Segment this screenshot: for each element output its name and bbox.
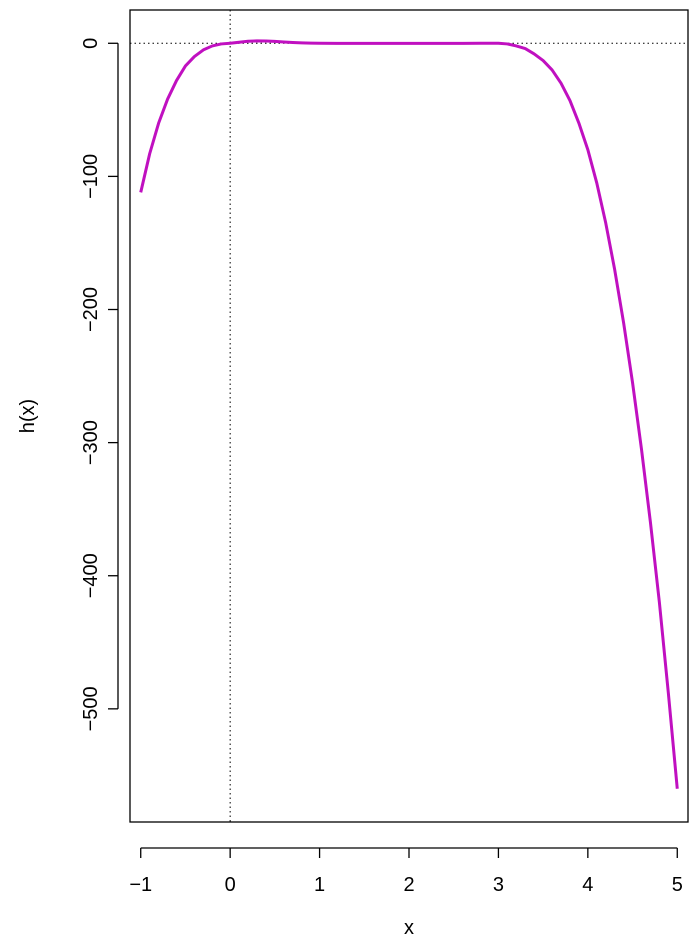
y-axis-label: h(x) (17, 399, 39, 433)
x-tick-label: 2 (403, 874, 414, 896)
series-line-0 (139, 39, 679, 789)
x-tick-label: 0 (225, 874, 236, 896)
y-tick-label: −100 (80, 154, 102, 199)
x-axis: −1 0 1 2 3 4 5 (129, 847, 683, 896)
y-tick-label: −300 (80, 420, 102, 465)
y-tick-label: −200 (80, 287, 102, 332)
y-tick-label: 0 (80, 38, 102, 49)
x-tick-label: −1 (129, 874, 152, 896)
x-tick-label: 4 (582, 874, 593, 896)
x-axis-label: x (404, 917, 414, 939)
y-tick-label: −400 (80, 553, 102, 598)
series-layer (139, 39, 679, 789)
reference-lines (130, 10, 688, 822)
y-axis: 0 −100 −200 −300 −400 −500 (80, 38, 119, 731)
y-tick-label: −500 (80, 686, 102, 731)
plot-area-border (129, 9, 689, 823)
x-tick-label: 1 (314, 874, 325, 896)
x-tick-label: 5 (672, 874, 683, 896)
x-tick-label: 3 (493, 874, 504, 896)
